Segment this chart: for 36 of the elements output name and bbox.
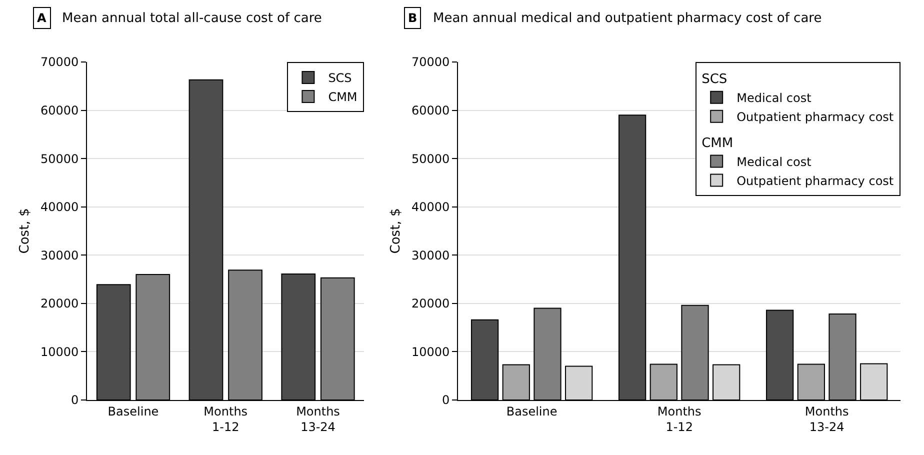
y-tick-label: 40000 xyxy=(411,200,450,214)
x-tick-label: Months 13-24 xyxy=(296,404,340,434)
chart-title: Mean annual total all-cause cost of care xyxy=(62,11,322,26)
y-tick-label: 0 xyxy=(71,393,79,408)
legend-label: Medical cost xyxy=(736,154,812,169)
y-tick-label: 30000 xyxy=(40,248,79,262)
x-tick-label: Baseline xyxy=(108,404,159,418)
y-tick-label: 70000 xyxy=(411,55,450,70)
y-tick-label: 20000 xyxy=(411,296,450,311)
y-tick-label: 50000 xyxy=(40,152,79,166)
y-axis-title: Cost, $ xyxy=(17,208,32,254)
x-tick-label: Months 1-12 xyxy=(204,404,248,434)
y-tick-label: 70000 xyxy=(40,55,79,70)
annotation: SCS xyxy=(702,72,728,88)
y-tick-label: 10000 xyxy=(411,344,450,359)
y-tick-label: 30000 xyxy=(411,248,450,262)
text: A xyxy=(37,11,47,25)
legend-label: Outpatient pharmacy cost xyxy=(736,110,894,124)
y-tick-label: 50000 xyxy=(411,152,450,166)
annotation: CMM xyxy=(702,136,734,151)
legend-label: CMM xyxy=(328,90,358,104)
x-tick-label: Months 13-24 xyxy=(804,404,849,434)
text: B xyxy=(408,11,418,25)
y-tick-label: 10000 xyxy=(40,344,79,359)
x-tick-label: Baseline xyxy=(506,404,558,418)
chart-title: Mean annual medical and outpatient pharmacy cost of care xyxy=(433,11,822,26)
y-tick-label: 60000 xyxy=(411,103,450,118)
legend-label: SCS xyxy=(328,71,352,86)
y-tick-label: 0 xyxy=(442,393,450,408)
legend-label: Outpatient pharmacy cost xyxy=(736,174,894,188)
y-tick-label: 60000 xyxy=(40,103,79,118)
y-tick-label: 40000 xyxy=(40,200,79,214)
x-tick-label: Months 1-12 xyxy=(657,404,702,434)
legend-label: Medical cost xyxy=(736,91,812,106)
y-tick-label: 20000 xyxy=(40,296,79,311)
y-axis-title: Cost, $ xyxy=(388,208,404,254)
